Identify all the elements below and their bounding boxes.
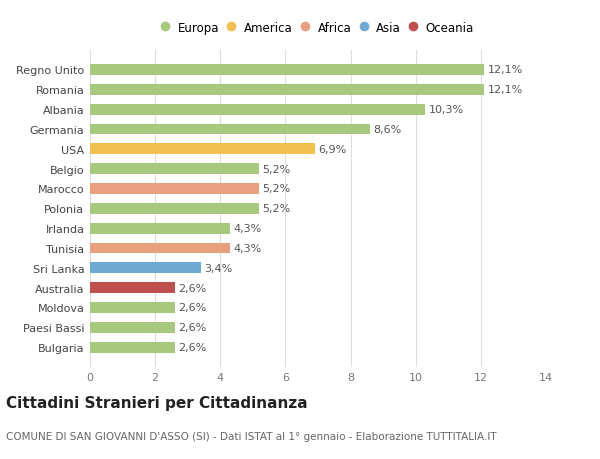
Text: 5,2%: 5,2% [263, 164, 291, 174]
Bar [90, 243, 230, 254]
Text: COMUNE DI SAN GIOVANNI D'ASSO (SI) - Dati ISTAT al 1° gennaio - Elaborazione TUT: COMUNE DI SAN GIOVANNI D'ASSO (SI) - Dat… [6, 431, 497, 442]
Text: 5,2%: 5,2% [263, 184, 291, 194]
Text: 10,3%: 10,3% [429, 105, 464, 115]
Bar [90, 263, 201, 274]
Text: 12,1%: 12,1% [487, 65, 523, 75]
Text: Cittadini Stranieri per Cittadinanza: Cittadini Stranieri per Cittadinanza [6, 395, 308, 410]
Text: 8,6%: 8,6% [373, 125, 401, 134]
Bar [90, 342, 175, 353]
Text: 4,3%: 4,3% [233, 224, 262, 234]
Bar [90, 223, 230, 234]
Bar [90, 164, 259, 175]
Bar [90, 302, 175, 313]
Bar [90, 184, 259, 195]
Text: 12,1%: 12,1% [487, 85, 523, 95]
Legend: Europa, America, Africa, Asia, Oceania: Europa, America, Africa, Asia, Oceania [159, 18, 477, 39]
Text: 2,6%: 2,6% [178, 283, 206, 293]
Bar [90, 65, 484, 76]
Bar [90, 124, 370, 135]
Text: 2,6%: 2,6% [178, 303, 206, 313]
Text: 2,6%: 2,6% [178, 342, 206, 353]
Bar [90, 144, 315, 155]
Bar [90, 105, 425, 115]
Bar [90, 84, 484, 95]
Bar [90, 322, 175, 333]
Text: 3,4%: 3,4% [204, 263, 232, 273]
Text: 5,2%: 5,2% [263, 204, 291, 214]
Text: 4,3%: 4,3% [233, 243, 262, 253]
Text: 6,9%: 6,9% [318, 145, 346, 155]
Bar [90, 203, 259, 214]
Text: 2,6%: 2,6% [178, 323, 206, 333]
Bar [90, 283, 175, 293]
